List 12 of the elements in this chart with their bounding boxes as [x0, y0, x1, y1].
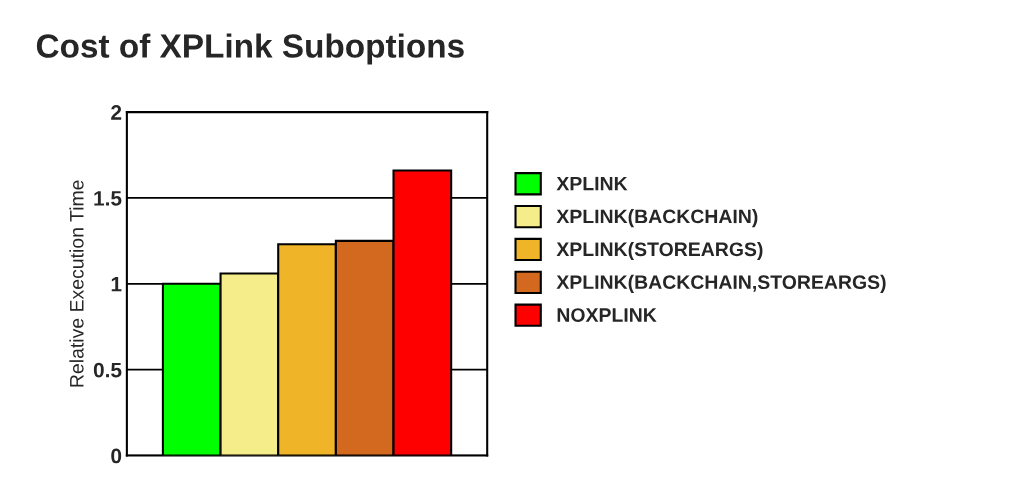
legend-label: XPLINK(STOREARGS): [556, 241, 763, 261]
legend-label: XPLINK(BACKCHAIN): [556, 209, 758, 228]
y-tick-label: 0: [111, 448, 122, 464]
y-tick-label: 1: [111, 277, 122, 292]
chart-title: Cost of XPLink Suboptions: [36, 33, 464, 65]
y-tick-label: 2: [111, 105, 122, 120]
legend-label: XPLINK(BACKCHAIN,STOREARGS): [556, 274, 886, 293]
legend-label: NOXPLINK: [557, 308, 657, 322]
legend-label: XPLINK: [556, 176, 628, 191]
y-tick-label: 1.5: [94, 191, 122, 206]
y-axis-title: Relative Execution Time: [69, 180, 84, 387]
y-tick-label: 0.5: [93, 362, 122, 378]
